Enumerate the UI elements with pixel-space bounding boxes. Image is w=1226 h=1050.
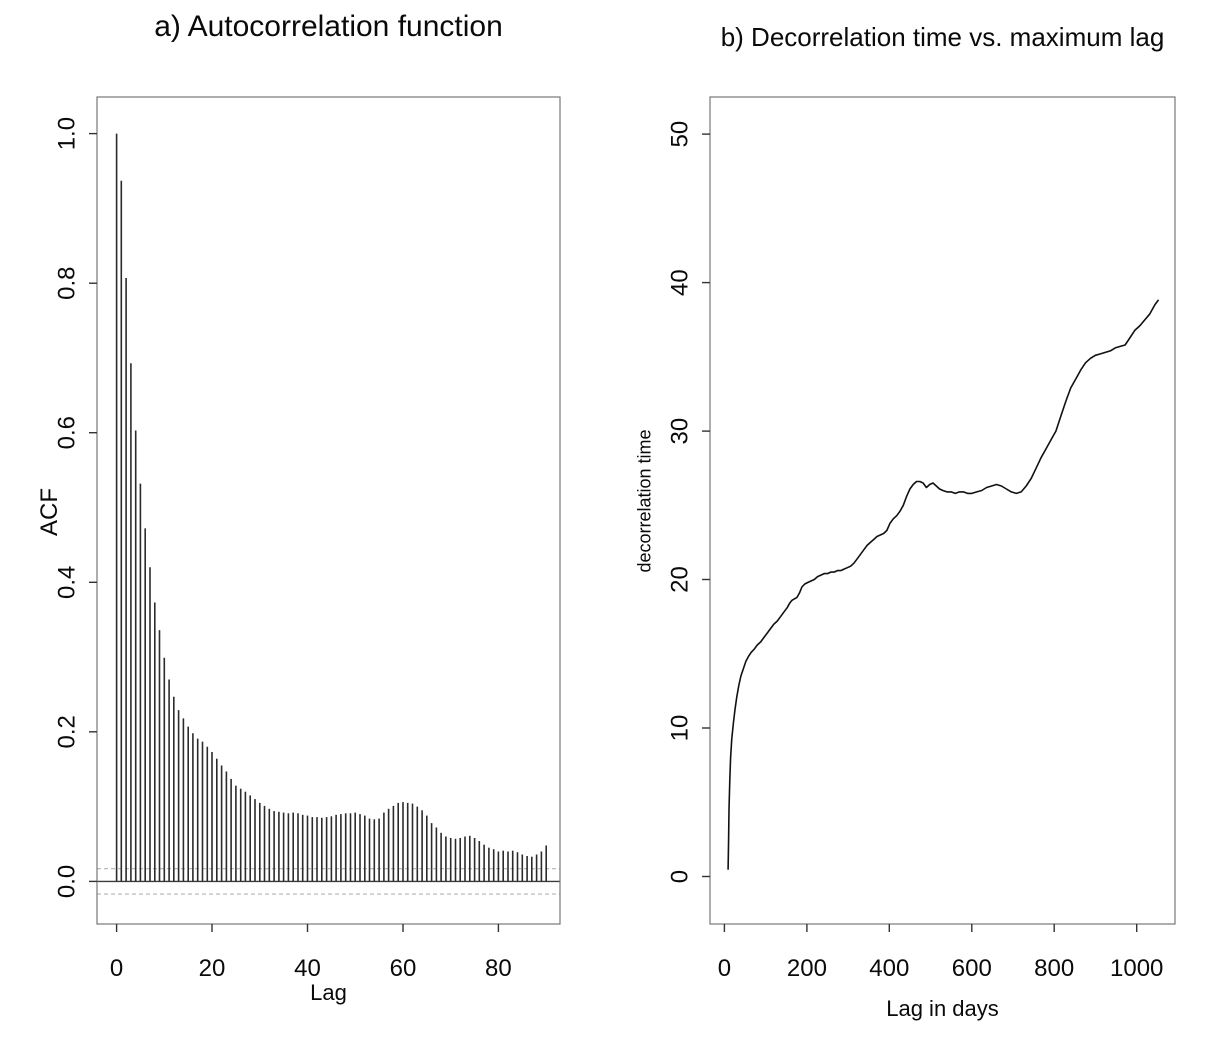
- y-tick-label: 10: [667, 715, 694, 742]
- x-tick-label: 80: [485, 955, 512, 982]
- acf-tick-labels: 0 20 40 60 80 0.0 0.2 0.4 0.6 0.8 1.0: [54, 117, 512, 982]
- acf-bars: [115, 133, 548, 882]
- x-tick-label: 400: [869, 955, 909, 982]
- x-tick-label: 200: [787, 955, 827, 982]
- decorrelation-time-curve: [727, 299, 1159, 870]
- x-tick-label: 1000: [1110, 955, 1163, 982]
- panel-acf: 0 20 40 60 80 0.0 0.2 0.4 0.6 0.8 1.0: [54, 96, 561, 982]
- y-tick-label: 1.0: [54, 117, 81, 150]
- y-tick-label: 0.8: [54, 267, 81, 300]
- panel-a-y-axis-label: ACF: [36, 488, 63, 536]
- decorrelation-time-plot-box: [709, 96, 1176, 925]
- y-tick-label: 0.2: [54, 715, 81, 748]
- decorrelation-time-tick-labels: 0 200 400 600 800 1000 0 10 20 30 40 50: [667, 121, 1164, 982]
- x-tick-label: 40: [294, 955, 321, 982]
- panel-b-x-axis-label: Lag in days: [886, 996, 999, 1021]
- acf-axis-ticks: [89, 132, 500, 932]
- y-tick-label: 20: [667, 566, 694, 593]
- x-tick-label: 0: [110, 955, 123, 982]
- y-tick-label: 50: [667, 121, 694, 148]
- decorrelation-time-axis-ticks: [702, 133, 1138, 932]
- x-tick-label: 20: [199, 955, 226, 982]
- y-tick-label: 0.4: [54, 566, 81, 599]
- panel-b-y-axis-label: decorrelation time: [634, 429, 655, 573]
- panel-a-title: a) Autocorrelation function: [154, 10, 503, 43]
- y-tick-label: 30: [667, 418, 694, 445]
- x-tick-label: 0: [718, 955, 731, 982]
- x-tick-label: 600: [952, 955, 992, 982]
- panel-decorrelation-time: 0 200 400 600 800 1000 0 10 20 30 40 50: [667, 96, 1176, 982]
- y-tick-label: 0.0: [54, 865, 81, 898]
- panel-b-title: b) Decorrelation time vs. maximum lag: [720, 22, 1165, 52]
- x-tick-label: 60: [390, 955, 417, 982]
- y-tick-label: 40: [667, 269, 694, 296]
- panel-a-x-axis-label: Lag: [310, 980, 347, 1005]
- acf-plot-box: [96, 96, 561, 925]
- y-tick-label: 0.6: [54, 416, 81, 449]
- y-tick-label: 0: [667, 870, 694, 883]
- x-tick-label: 800: [1034, 955, 1074, 982]
